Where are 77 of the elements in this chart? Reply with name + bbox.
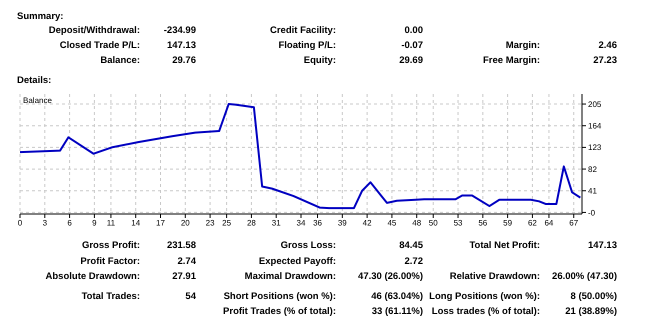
y-tick-label: 205 bbox=[588, 100, 602, 109]
text: 8 (50.00%) bbox=[570, 291, 617, 303]
y-tick-label: -0 bbox=[588, 208, 596, 218]
y-tick-label: 41 bbox=[588, 186, 598, 196]
x-tick-label: 67 bbox=[569, 218, 579, 228]
text: Details: bbox=[17, 75, 52, 87]
text: Summary: bbox=[17, 11, 64, 23]
x-tick-label: 34 bbox=[296, 218, 306, 228]
x-tick-label: 53 bbox=[454, 218, 464, 228]
text: Free Margin: bbox=[482, 55, 540, 67]
x-tick-label: 62 bbox=[528, 218, 538, 228]
text: Gross Loss: bbox=[280, 240, 336, 252]
text: 54 bbox=[185, 291, 196, 303]
text: 27.23 bbox=[593, 55, 617, 67]
text: Balance bbox=[23, 96, 52, 105]
text: Expected Payoff: bbox=[258, 256, 336, 268]
line-series bbox=[20, 103, 582, 210]
text: Equity: bbox=[304, 55, 336, 67]
x-tick-label: 48 bbox=[412, 218, 422, 228]
y-tick-label: 123 bbox=[588, 143, 602, 152]
text: Profit Trades (% of total): bbox=[223, 306, 336, 318]
text: 231.58 bbox=[166, 240, 196, 252]
text: Absolute Drawdown: bbox=[46, 271, 140, 283]
text: Deposit/Withdrawal: bbox=[48, 25, 140, 37]
x-tick-label: 11 bbox=[106, 218, 116, 228]
text: Margin: bbox=[506, 40, 540, 52]
text: Balance: bbox=[100, 55, 140, 67]
text: 33 (61.11%) bbox=[372, 306, 423, 318]
text: 147.13 bbox=[588, 240, 617, 252]
text: Profit Factor: bbox=[80, 256, 140, 268]
text: 84.45 bbox=[399, 240, 423, 252]
text: Floating P/L: bbox=[278, 40, 336, 52]
text: 21 (38.89%) bbox=[565, 306, 617, 318]
text: 47.30 (26.00%) bbox=[358, 271, 423, 283]
text: Credit Facility: bbox=[270, 25, 336, 37]
text: Closed Trade P/L: bbox=[60, 40, 140, 52]
y-tick-label: 164 bbox=[588, 122, 602, 131]
x-tick-label: 59 bbox=[503, 218, 513, 228]
x-tick-label: 36 bbox=[313, 218, 323, 228]
text: Short Positions (won %): bbox=[224, 291, 336, 303]
text: Relative Drawdown: bbox=[450, 271, 540, 283]
text: 27.91 bbox=[172, 271, 196, 283]
text: Long Positions (won %): bbox=[429, 291, 540, 303]
x-tick-label: 39 bbox=[338, 218, 348, 228]
x-tick-label: 50 bbox=[428, 218, 438, 228]
x-tick-label: 31 bbox=[272, 218, 282, 228]
text: 2.46 bbox=[598, 40, 617, 52]
x-tick-label: 3 bbox=[42, 218, 48, 228]
text: 29.76 bbox=[172, 55, 196, 67]
x-tick-label: 6 bbox=[67, 218, 72, 228]
text: Maximal Drawdown: bbox=[244, 271, 336, 283]
text: Gross Profit: bbox=[82, 240, 140, 252]
text: 0.00 bbox=[404, 25, 423, 37]
text: 46 (63.04%) bbox=[371, 291, 423, 303]
text: Loss trades (% of total): bbox=[432, 306, 540, 318]
text: Total Net Profit: bbox=[469, 240, 540, 252]
x-tick-label: 42 bbox=[362, 218, 372, 228]
y-tick-label: 82 bbox=[588, 164, 598, 174]
text: 2.72 bbox=[404, 256, 423, 268]
text: Total Trades: bbox=[82, 291, 140, 303]
text: 2.74 bbox=[178, 256, 196, 268]
text: -0.07 bbox=[401, 40, 423, 52]
x-tick-label: 14 bbox=[131, 218, 141, 228]
x-tick-label: 0 bbox=[18, 218, 23, 228]
x-tick-label: 45 bbox=[387, 218, 397, 228]
x-tick-label: 56 bbox=[478, 218, 488, 228]
text: 29.69 bbox=[399, 55, 423, 67]
x-tick-label: 17 bbox=[156, 218, 166, 228]
text: 26.00% (47.30) bbox=[552, 271, 617, 283]
x-tick-label: 64 bbox=[544, 218, 554, 228]
text: 147.13 bbox=[166, 40, 196, 52]
x-tick-label: 23 bbox=[206, 218, 216, 228]
x-tick-label: 20 bbox=[180, 218, 190, 228]
x-tick-label: 28 bbox=[246, 218, 256, 228]
x-tick-label: 9 bbox=[92, 218, 98, 228]
x-tick-label: 25 bbox=[222, 218, 232, 228]
text: -234.99 bbox=[164, 25, 196, 37]
